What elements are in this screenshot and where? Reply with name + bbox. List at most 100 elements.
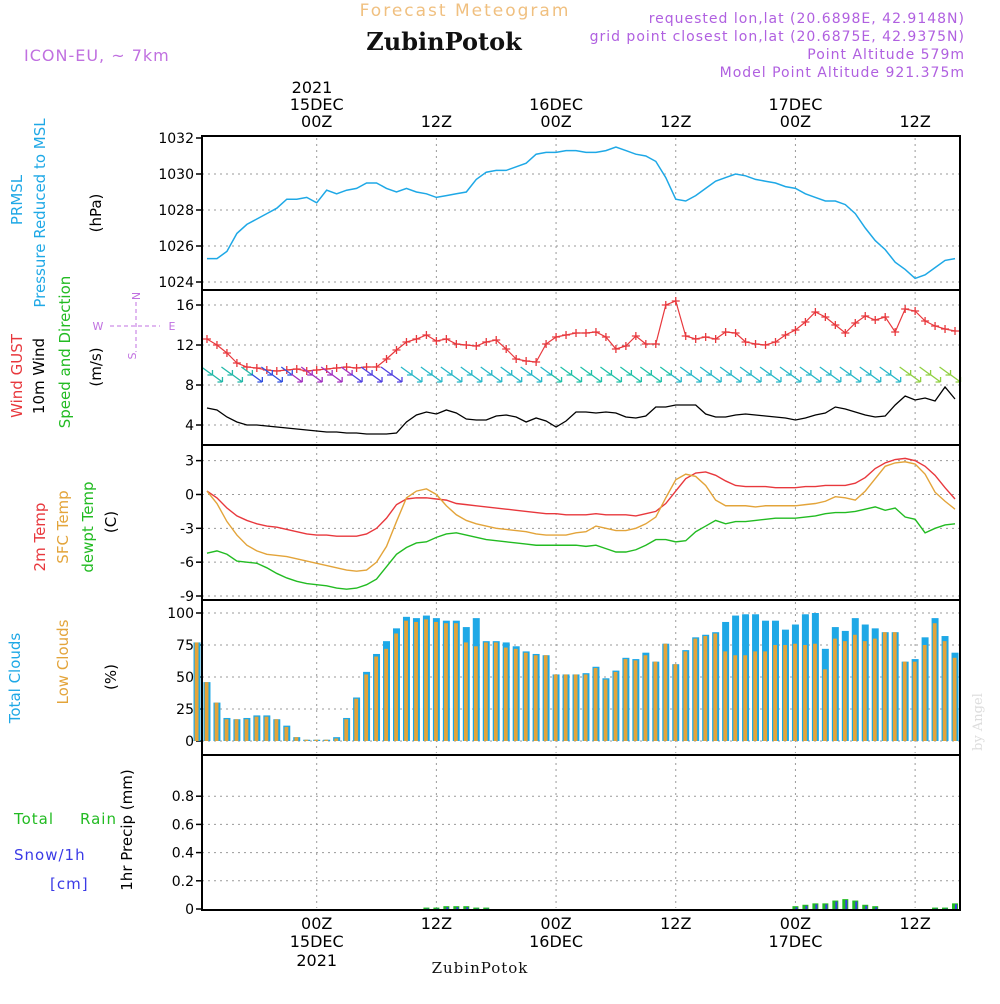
precip-bar-17 xyxy=(942,907,949,909)
wind-gust-point-21 xyxy=(412,335,421,343)
requested-coords: requested lon,lat (20.6898E, 42.9148N) xyxy=(649,11,965,27)
bottom-xlabel-date-0: 15DEC xyxy=(290,932,344,951)
top-xlabel-hour-3: 12Z xyxy=(660,112,691,131)
wind-gust-point-63 xyxy=(831,321,840,329)
wind-arrow-41 xyxy=(610,373,623,383)
wind-compass: W E N S xyxy=(93,292,176,360)
low-cloud-bar-26 xyxy=(454,623,458,741)
precip-bar-15 xyxy=(872,906,879,909)
low-cloud-bar-68 xyxy=(872,638,877,741)
wind-gust-point-65 xyxy=(851,319,860,327)
pressure-ytick-label-2: 1028 xyxy=(158,203,194,219)
low-cloud-bar-4 xyxy=(234,719,239,741)
top-xlabel-hour-2: 00Z xyxy=(540,112,571,131)
precip-bar-1 xyxy=(433,907,440,909)
low-cloud-bar-64 xyxy=(833,638,837,741)
wind-arrow-60 xyxy=(799,366,812,376)
low-cloud-bar-69 xyxy=(882,632,887,741)
wind-arrow-31 xyxy=(510,373,523,383)
wind-speed-line xyxy=(206,385,956,435)
low-cloud-bar-6 xyxy=(254,716,259,741)
wind-arrow-63 xyxy=(829,373,842,383)
low-cloud-bar-23 xyxy=(424,619,428,741)
low-cloud-bar-75 xyxy=(942,641,947,741)
bottom-xlabel-date-4: 17DEC xyxy=(768,932,822,951)
wind-arrow-22 xyxy=(420,366,433,376)
wind-gust-point-40 xyxy=(601,333,610,341)
precip-bar-4 xyxy=(463,906,470,909)
wind-arrow-37 xyxy=(570,373,583,383)
low-cloud-bar-63 xyxy=(823,669,827,741)
temp-ytick-label-0: -9 xyxy=(180,589,194,605)
wind-arrow-73 xyxy=(929,373,942,383)
low-cloud-bar-15 xyxy=(344,719,349,741)
wind-arrow-69 xyxy=(889,373,902,383)
wind-gust-point-8 xyxy=(282,366,291,374)
wind-arrow-68 xyxy=(879,366,892,376)
precip-snow-bar-4 xyxy=(466,907,469,909)
wind-gust-point-59 xyxy=(791,326,800,334)
wind-gust-point-19 xyxy=(392,346,401,354)
compass-north: N xyxy=(130,292,143,300)
wind-gust-point-61 xyxy=(811,308,820,316)
low-cloud-bar-61 xyxy=(803,645,807,741)
precip-label-snow: Snow/1h xyxy=(14,846,86,864)
wind-arrow-33 xyxy=(530,373,543,383)
wind-arrow-1 xyxy=(211,373,224,383)
wind-arrow-46 xyxy=(659,366,672,376)
wind-gust-point-28 xyxy=(482,338,491,346)
wind-gust-point-3 xyxy=(232,359,241,367)
wind-arrow-34 xyxy=(540,366,553,376)
low-cloud-bar-27 xyxy=(464,642,468,741)
wind-label-gust: Wind GUST xyxy=(8,333,26,418)
temp-ytick-label-3: 0 xyxy=(185,487,194,503)
low-cloud-bar-8 xyxy=(274,719,279,741)
precip-snow-bar-14 xyxy=(865,905,868,909)
wind-gust-point-51 xyxy=(711,335,720,343)
wind-arrow-35 xyxy=(550,373,563,383)
wind-gust-point-27 xyxy=(472,342,481,350)
wind-arrow-72 xyxy=(919,366,932,376)
wind-arrow-54 xyxy=(739,366,752,376)
low-cloud-bar-10 xyxy=(294,737,299,741)
precip-label-total: Total xyxy=(13,810,54,828)
precip-snow-bar-13 xyxy=(855,901,858,909)
low-cloud-bar-18 xyxy=(374,656,379,741)
wind-gust-point-53 xyxy=(731,329,740,337)
wind-gust-point-48 xyxy=(681,332,690,340)
low-cloud-bar-76 xyxy=(952,657,957,741)
wind-arrow-20 xyxy=(400,366,413,376)
wind-gust-point-68 xyxy=(881,313,890,321)
pressure-label-long: Pressure Reduced to MSL xyxy=(31,118,49,308)
panels-group: 1024 1026 1028 1030 1032 4 8 12 16 -9 -6 -3 0 3 0 25 50 7… xyxy=(6,118,962,918)
low-cloud-bar-40 xyxy=(593,668,598,741)
wind-gust-point-71 xyxy=(911,307,920,315)
wind-gust-point-23 xyxy=(432,337,441,345)
temp-label-unit: (C) xyxy=(102,511,120,533)
wind-ytick-label-2: 12 xyxy=(176,338,194,354)
low-cloud-bar-35 xyxy=(543,655,548,741)
low-cloud-bar-0 xyxy=(194,642,199,741)
low-cloud-bar-20 xyxy=(394,633,398,741)
wind-arrow-59 xyxy=(789,373,802,383)
pressure-ytick-label-1: 1026 xyxy=(158,239,194,255)
wind-gust-point-33 xyxy=(532,358,541,366)
precip-label-rain: Rain xyxy=(80,810,117,828)
low-cloud-bar-55 xyxy=(743,655,748,741)
low-cloud-bar-51 xyxy=(703,636,708,741)
bottom-xlabel-hour-5: 12Z xyxy=(899,914,930,933)
compass-south: S xyxy=(126,352,139,359)
wind-gust-point-66 xyxy=(861,312,870,320)
low-cloud-bar-54 xyxy=(733,655,738,741)
wind-arrow-23 xyxy=(430,373,443,383)
wind-gust-point-26 xyxy=(462,341,471,349)
wind-ytick-label-1: 8 xyxy=(185,378,194,394)
wind-arrow-2 xyxy=(221,366,234,376)
wind-gust-point-34 xyxy=(542,340,551,348)
wind-arrow-42 xyxy=(619,366,633,376)
low-cloud-bar-45 xyxy=(643,655,648,741)
precip-bar-8 xyxy=(802,904,809,909)
low-cloud-bar-57 xyxy=(763,651,768,741)
